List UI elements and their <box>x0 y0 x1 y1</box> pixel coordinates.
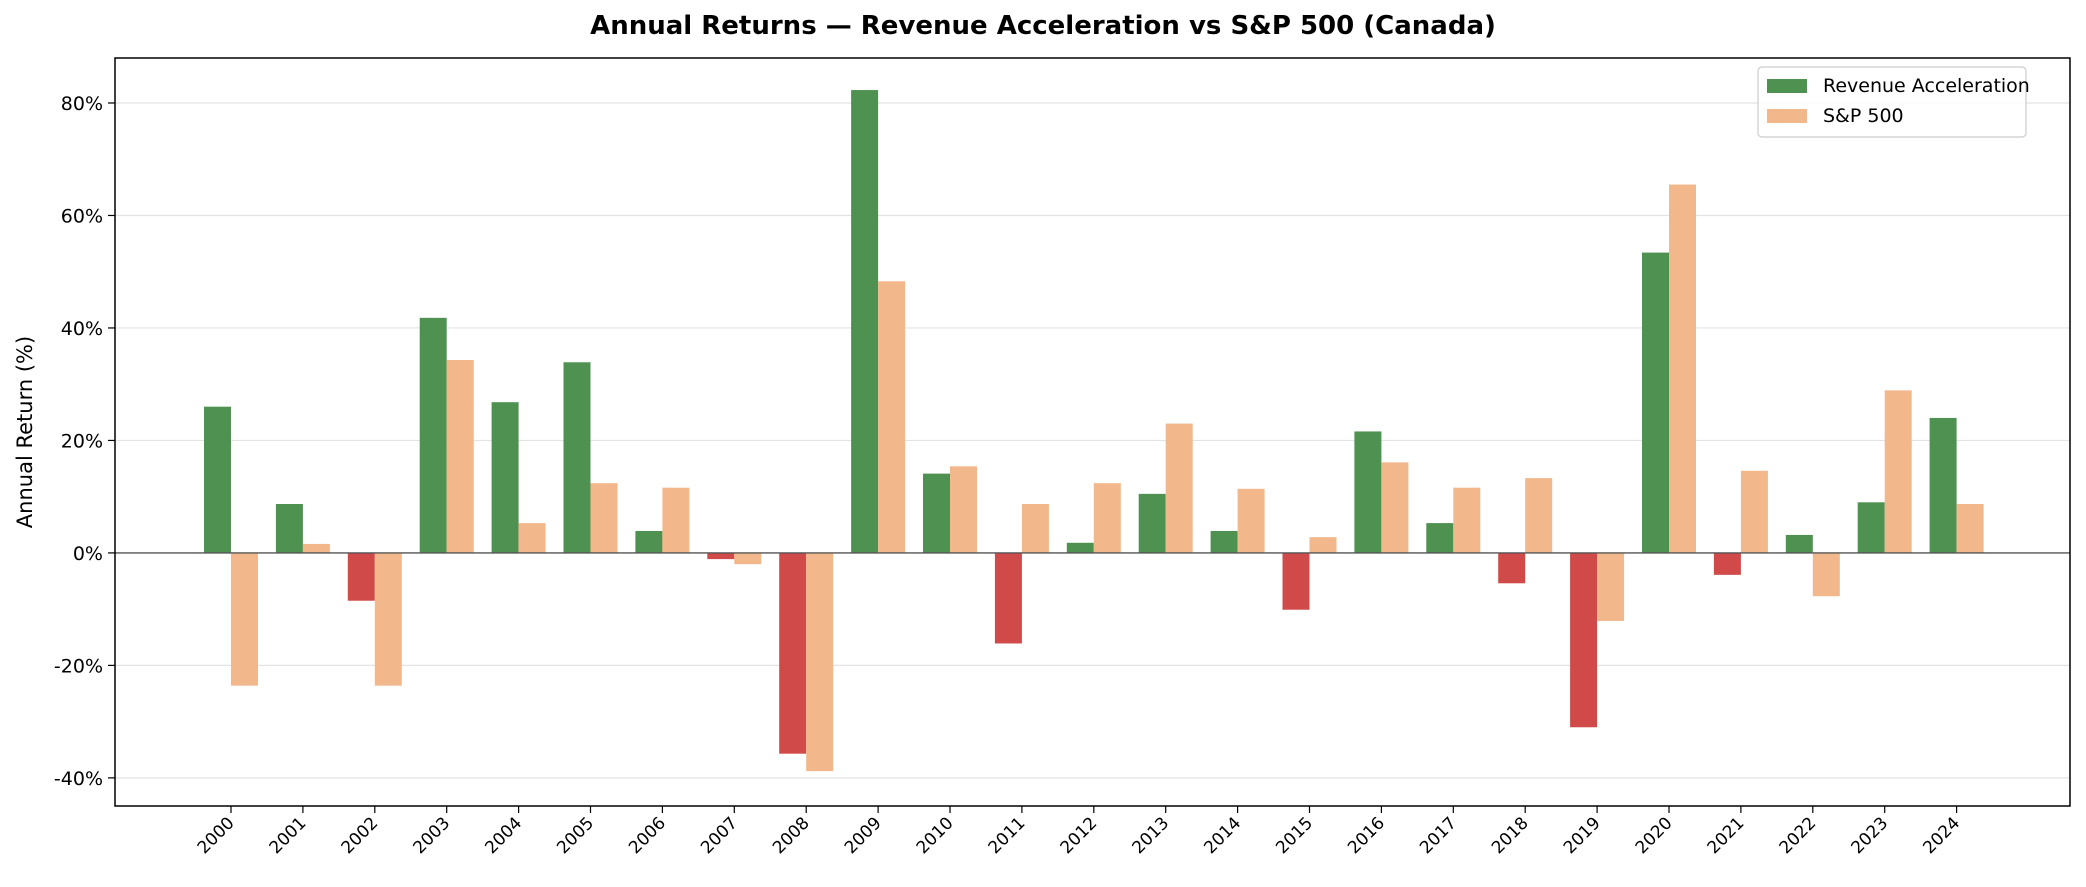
bar-revenue-acceleration-2007 <box>707 552 735 560</box>
x-tick-label: 2013 <box>1128 813 1173 858</box>
bar-sp500-2015 <box>1309 537 1337 553</box>
bar-revenue-acceleration-2006 <box>635 530 663 553</box>
bar-revenue-acceleration-2012 <box>1066 542 1094 553</box>
x-tick-label: 2004 <box>481 813 526 858</box>
bar-sp500-2016 <box>1381 462 1409 553</box>
bar-sp500-2000 <box>231 552 258 686</box>
x-tick-label: 2022 <box>1776 813 1821 858</box>
bar-revenue-acceleration-2019 <box>1570 552 1598 728</box>
bar-sp500-2009 <box>878 281 906 553</box>
x-tick-label: 2007 <box>697 813 742 858</box>
bar-revenue-acceleration-2011 <box>994 552 1022 644</box>
x-tick-label: 2023 <box>1847 813 1892 858</box>
bar-revenue-acceleration-2024 <box>1929 417 1957 553</box>
bar-revenue-acceleration-2014 <box>1210 530 1238 553</box>
bar-sp500-2014 <box>1237 488 1265 553</box>
bar-revenue-acceleration-2018 <box>1498 552 1526 584</box>
gridlines <box>115 102 2070 779</box>
legend-label: S&P 500 <box>1823 105 1904 127</box>
bar-revenue-acceleration-2008 <box>779 552 807 754</box>
y-tick-label: 80% <box>61 93 103 115</box>
x-tick-label: 2016 <box>1344 813 1389 858</box>
bar-sp500-2007 <box>734 552 762 565</box>
bar-sp500-2002 <box>374 552 402 686</box>
x-tick-label: 2012 <box>1057 813 1102 858</box>
legend-swatch <box>1767 79 1807 93</box>
x-tick-label: 2014 <box>1200 813 1245 858</box>
bar-sp500-2017 <box>1453 487 1481 553</box>
bar-revenue-acceleration-2017 <box>1426 523 1454 553</box>
bar-sp500-2022 <box>1812 552 1840 597</box>
bar-sp500-2008 <box>806 552 834 772</box>
bar-sp500-2005 <box>590 483 618 553</box>
y-tick-label: -20% <box>54 655 103 677</box>
bar-revenue-acceleration-2020 <box>1642 252 1669 553</box>
x-tick-label: 2024 <box>1919 813 1964 858</box>
y-tick-label: 0% <box>73 543 103 565</box>
bar-revenue-acceleration-2013 <box>1138 493 1166 553</box>
chart-title: Annual Returns — Revenue Acceleration vs… <box>590 11 1496 41</box>
bar-sp500-2019 <box>1597 552 1625 621</box>
bar-sp500-2018 <box>1525 478 1553 553</box>
x-tick-label: 2006 <box>625 813 670 858</box>
x-tick-label: 2019 <box>1560 813 1605 858</box>
bar-sp500-2006 <box>662 487 690 553</box>
y-tick-label: -40% <box>54 768 103 790</box>
bar-revenue-acceleration-2022 <box>1785 534 1813 553</box>
legend: Revenue Acceleration S&P 500 <box>1757 66 2030 138</box>
x-tick-label: 2002 <box>338 813 383 858</box>
x-tick-label: 2008 <box>769 813 814 858</box>
x-tick-label: 2018 <box>1488 813 1533 858</box>
bar-revenue-acceleration-2000 <box>204 406 231 553</box>
bar-sp500-2004 <box>518 523 546 553</box>
x-tick-label: 2000 <box>194 813 239 858</box>
bar-revenue-acceleration-2002 <box>347 552 375 601</box>
bar-revenue-acceleration-2005 <box>563 362 591 553</box>
x-tick-label: 2001 <box>266 813 311 858</box>
x-tick-label: 2020 <box>1632 813 1677 858</box>
bar-sp500-2013 <box>1165 423 1193 553</box>
bar-revenue-acceleration-2009 <box>851 90 879 553</box>
x-tick-label: 2021 <box>1704 813 1749 858</box>
x-tick-label: 2005 <box>553 813 598 858</box>
bar-sp500-2003 <box>446 360 474 553</box>
bar-sp500-2012 <box>1093 483 1121 553</box>
bar-revenue-acceleration-2021 <box>1713 552 1741 575</box>
bar-revenue-acceleration-2001 <box>275 503 303 553</box>
bar-sp500-2010 <box>950 466 977 553</box>
plot-frame <box>114 57 2071 807</box>
bar-revenue-acceleration-2016 <box>1354 431 1382 553</box>
x-tick-label: 2015 <box>1272 813 1317 858</box>
legend-swatch <box>1767 109 1807 123</box>
x-tick-label: 2009 <box>841 813 886 858</box>
legend-box <box>1757 66 2027 138</box>
y-tick-label: 40% <box>61 318 103 340</box>
y-tick-label: 20% <box>61 430 103 452</box>
x-tick-label: 2017 <box>1416 813 1461 858</box>
y-tick-label: 60% <box>61 205 103 227</box>
bar-revenue-acceleration-2010 <box>923 473 950 553</box>
bar-sp500-2001 <box>302 543 330 553</box>
legend-label: Revenue Acceleration <box>1823 75 2030 97</box>
bar-revenue-acceleration-2004 <box>491 402 519 553</box>
bar-revenue-acceleration-2015 <box>1282 552 1310 610</box>
bar-sp500-2020 <box>1669 184 1696 553</box>
y-axis-label: Annual Return (%) <box>13 336 37 528</box>
bars <box>204 90 1984 772</box>
bar-revenue-acceleration-2003 <box>419 317 447 553</box>
bar-sp500-2024 <box>1956 503 1984 553</box>
bar-sp500-2021 <box>1740 470 1768 553</box>
bar-sp500-2011 <box>1021 503 1049 553</box>
bar-sp500-2023 <box>1884 390 1912 553</box>
x-tick-label: 2003 <box>410 813 455 858</box>
x-tick-label: 2011 <box>985 813 1030 858</box>
axes: -40% -20% 0% 20% 40% 60% 80% 2000 2001 2002 2003 20… <box>54 57 2071 858</box>
bar-revenue-acceleration-2023 <box>1857 502 1885 553</box>
x-tick-label: 2010 <box>913 813 958 858</box>
